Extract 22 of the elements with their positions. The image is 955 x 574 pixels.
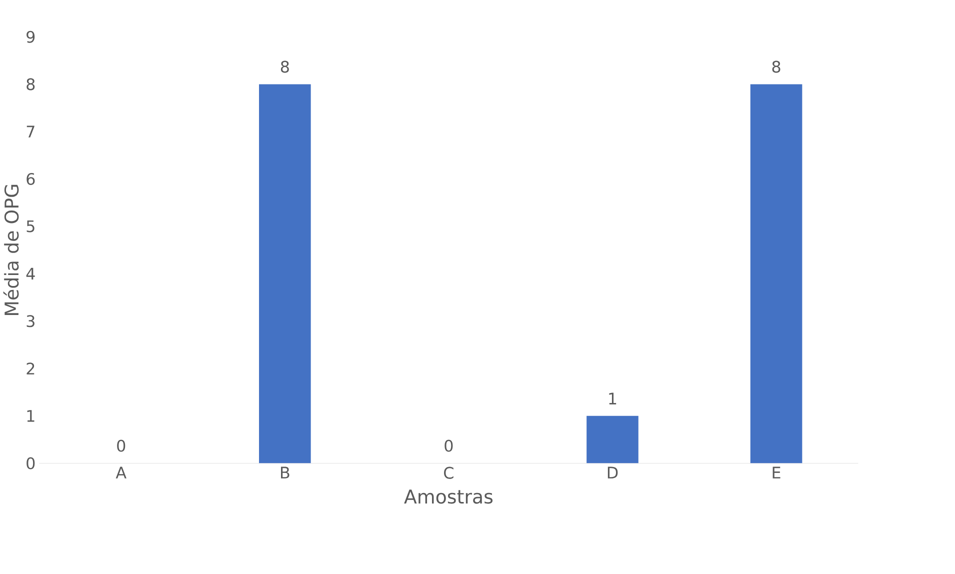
x-tick-label: E xyxy=(772,466,780,478)
y-tick-label: 7 xyxy=(26,126,34,138)
y-tick-label: 6 xyxy=(26,173,35,186)
y-tick-label: 5 xyxy=(26,220,34,232)
x-tick-label: C xyxy=(444,466,454,479)
data-label: 8 xyxy=(772,60,780,73)
x-tick-label: B xyxy=(281,466,290,478)
data-label: 0 xyxy=(117,440,126,452)
data-label: 0 xyxy=(444,440,453,452)
y-tick-label: 4 xyxy=(26,268,35,280)
x-tick-label: D xyxy=(608,466,618,478)
x-axis-title: Amostras xyxy=(404,490,493,504)
y-tick-label: 3 xyxy=(26,315,34,328)
y-tick-label: 0 xyxy=(26,457,35,470)
y-tick-label: 1 xyxy=(27,410,34,422)
y-tick-label: 9 xyxy=(26,30,35,43)
y-tick-label: 2 xyxy=(26,362,34,374)
y-tick-label: 8 xyxy=(26,78,35,90)
x-tick-label: A xyxy=(116,466,126,478)
data-label: 8 xyxy=(280,60,289,73)
data-label: 1 xyxy=(609,392,616,404)
y-axis-title: Média de OPG xyxy=(3,184,19,316)
